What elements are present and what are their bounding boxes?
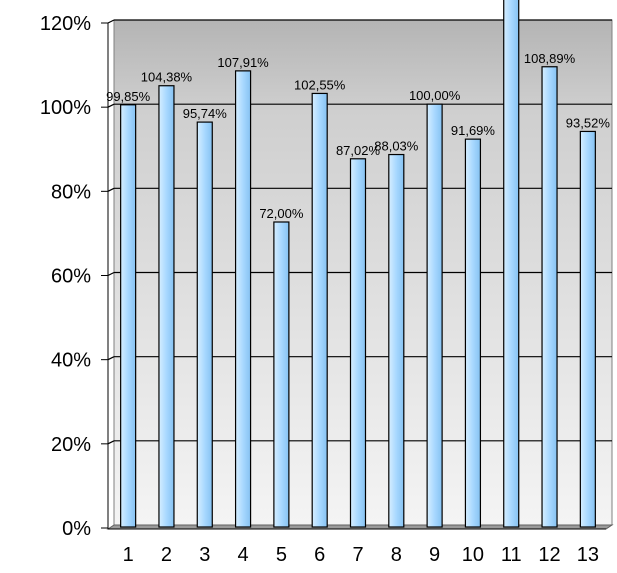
- x-tick-label: 3: [199, 544, 210, 566]
- x-tick-label: 12: [538, 544, 560, 566]
- bar: [196, 121, 213, 528]
- bar: [388, 153, 405, 528]
- data-label: 95,74%: [183, 106, 228, 121]
- data-label: 88,03%: [374, 139, 419, 154]
- x-tick-label: 5: [276, 544, 287, 566]
- data-label: 102,55%: [294, 77, 346, 92]
- x-tick-label: 6: [314, 544, 325, 566]
- data-label: 100,00%: [409, 88, 461, 103]
- x-tick-label: 13: [577, 544, 599, 566]
- data-label: 99,85%: [106, 89, 151, 104]
- gridline-diag: [107, 440, 115, 445]
- x-tick-label: 2: [161, 544, 172, 566]
- x-tick-label: 1: [123, 544, 134, 566]
- x-tick-label: 4: [238, 544, 249, 566]
- y-tick-label: 100%: [40, 97, 91, 119]
- bar: [120, 104, 137, 528]
- gridline-diag: [107, 19, 115, 24]
- y-tick-label: 20%: [51, 434, 91, 456]
- y-tick-label: 40%: [51, 350, 91, 372]
- data-label: 87,02%: [336, 143, 381, 158]
- bar: [426, 103, 443, 528]
- x-tick-label: 11: [501, 544, 522, 566]
- bar: [579, 130, 596, 528]
- gridline-diag: [107, 271, 115, 277]
- bar: [464, 138, 482, 528]
- x-tick-label: 7: [352, 544, 363, 566]
- y-tick-label: 80%: [51, 181, 91, 203]
- data-label: 104,38%: [141, 70, 193, 85]
- x-tick-label: 9: [429, 544, 440, 566]
- data-label: 72,00%: [259, 206, 304, 221]
- bar: [311, 92, 328, 528]
- y-tick-label: 0%: [62, 518, 91, 540]
- gridline-diag: [107, 187, 115, 192]
- bar: [234, 70, 252, 528]
- bar: [158, 85, 175, 528]
- data-label: 107,91%: [217, 55, 269, 70]
- x-tick-label: 8: [391, 544, 402, 566]
- bar: [503, 0, 520, 528]
- y-tick-label: 60%: [51, 266, 91, 288]
- gridline-diag: [107, 356, 115, 361]
- y-tick-label: 120%: [40, 13, 91, 35]
- data-label: 91,69%: [451, 123, 496, 138]
- bar: [273, 221, 290, 528]
- x-tick-label: 10: [462, 544, 484, 566]
- data-label: 93,52%: [566, 115, 611, 130]
- bar: [349, 158, 367, 528]
- gridline-diag: [107, 103, 115, 108]
- bar: [541, 66, 558, 528]
- data-label: 108,89%: [524, 51, 576, 66]
